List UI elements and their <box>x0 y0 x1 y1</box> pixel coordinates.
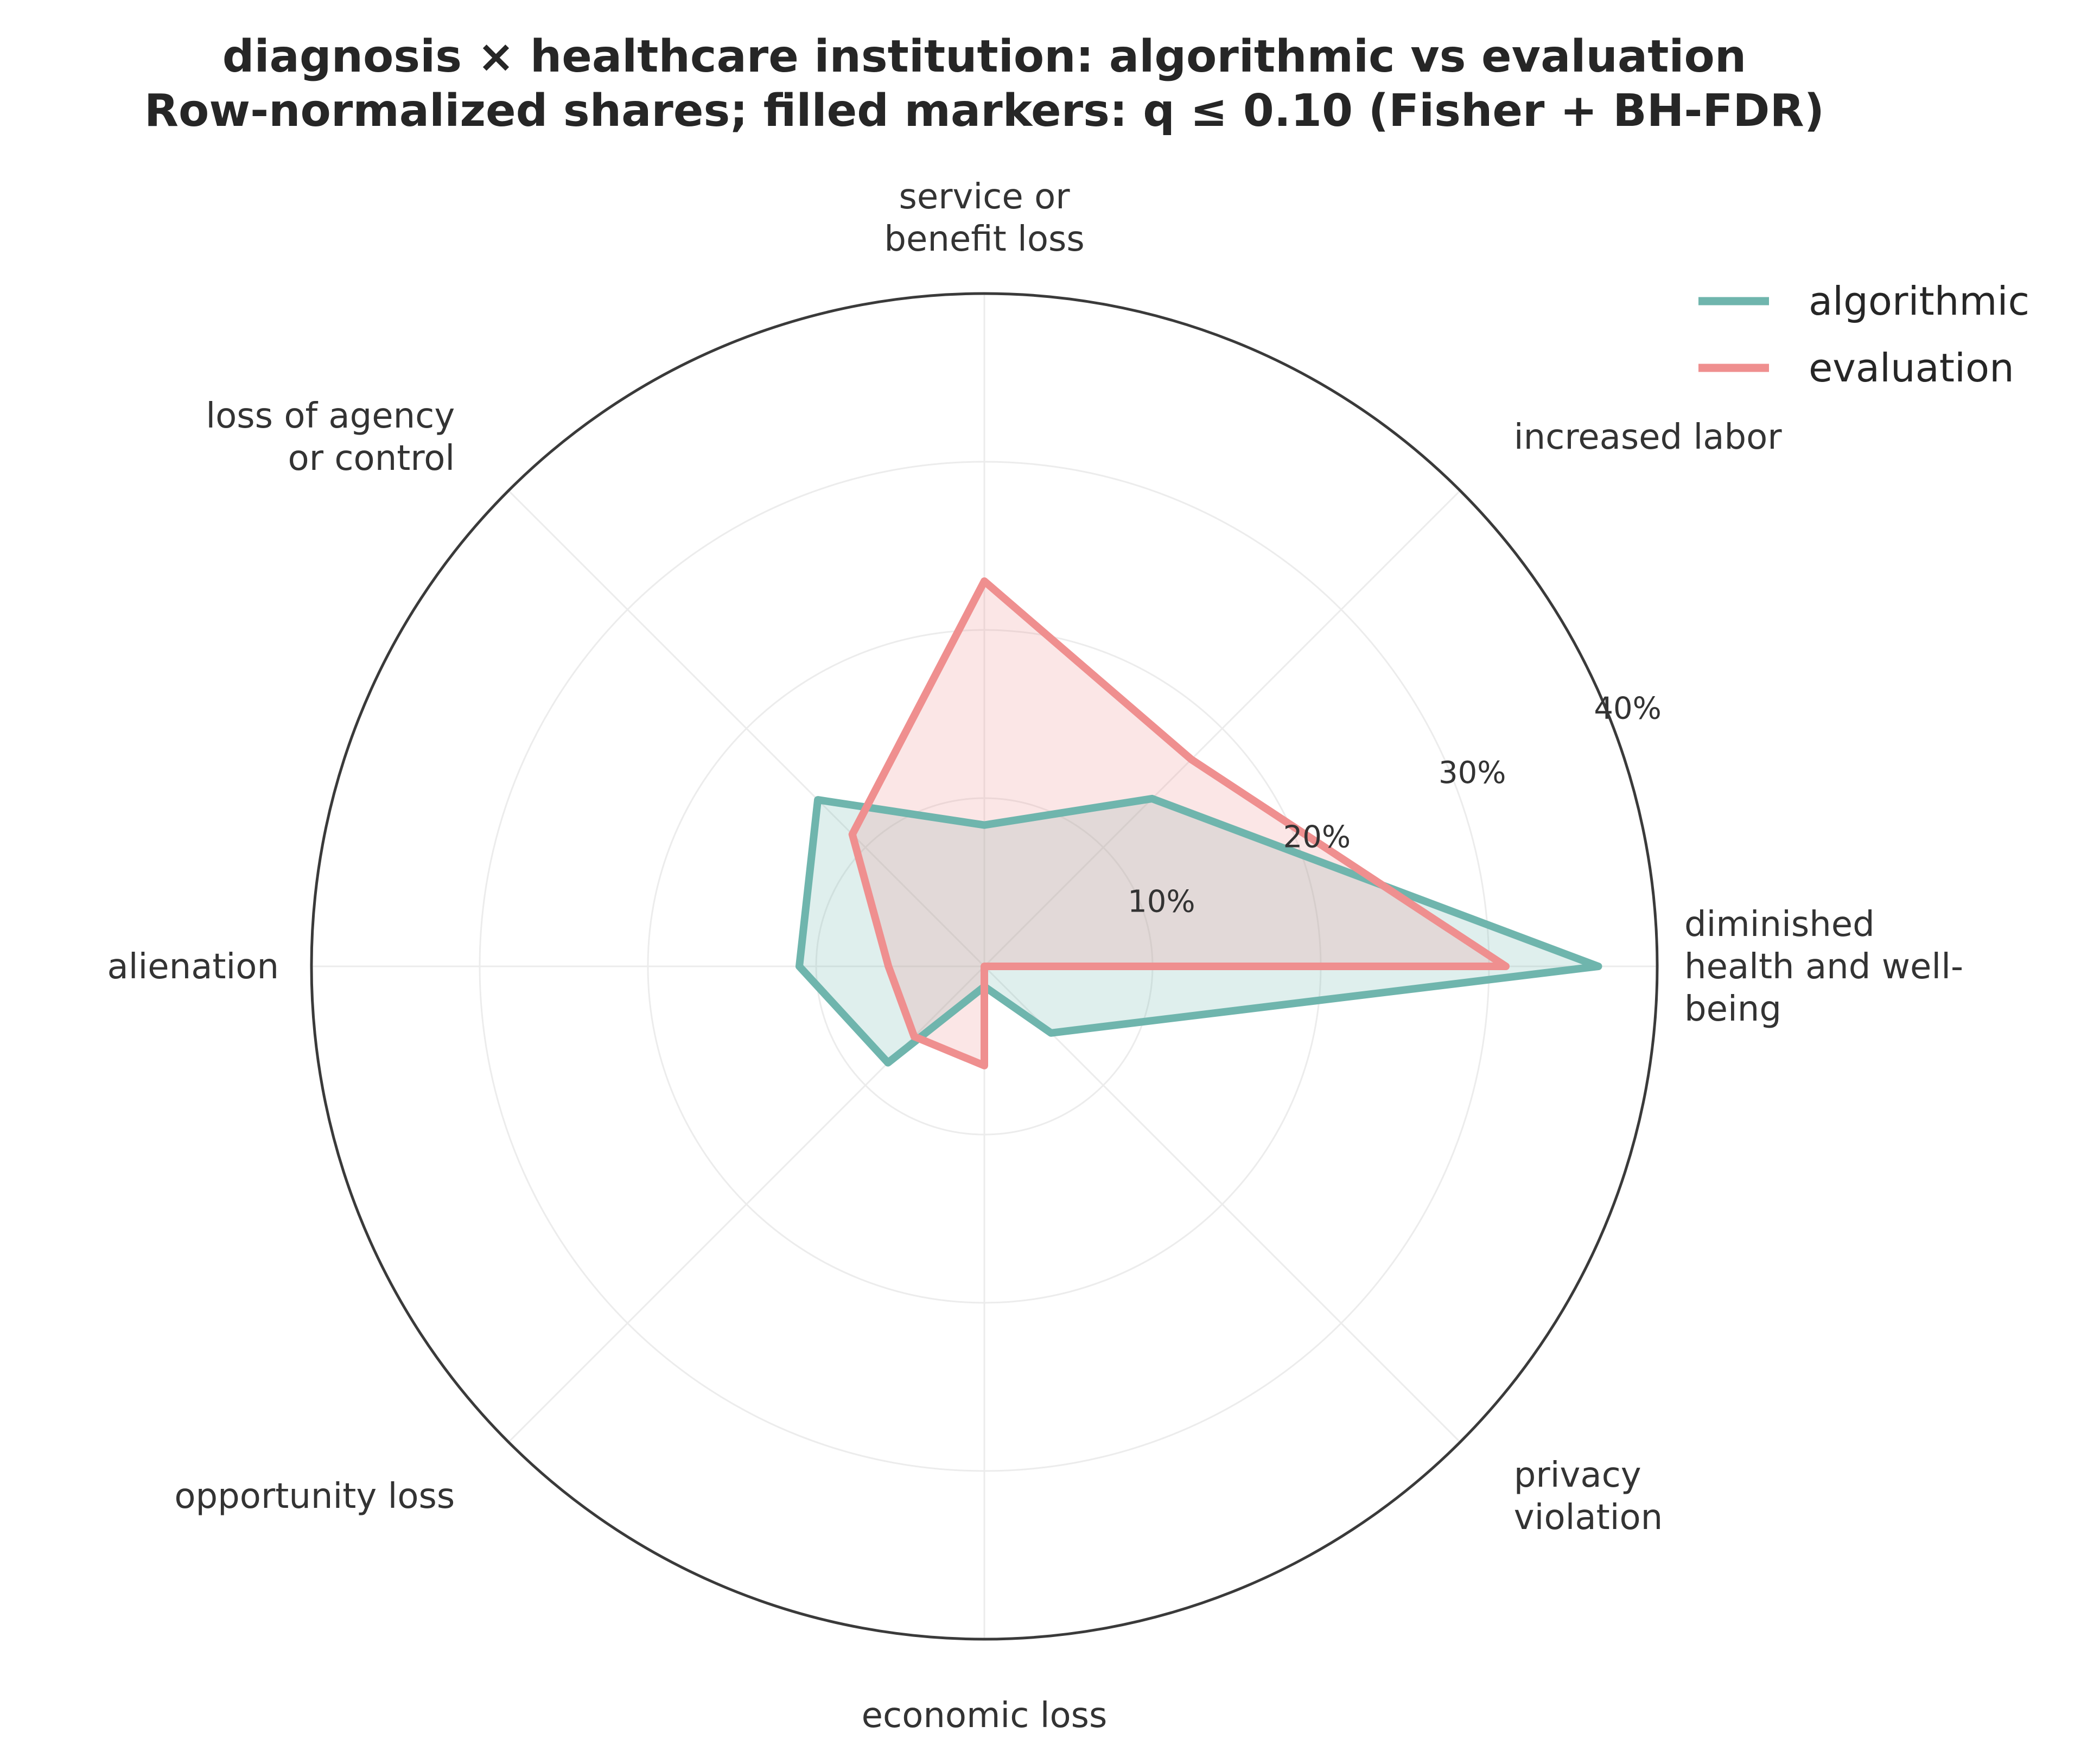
series-line-algorithmic <box>796 794 1602 1067</box>
series-line-evaluation <box>848 577 1510 1069</box>
chart-title-line-1: diagnosis × healthcare institution: algo… <box>222 31 1747 82</box>
outer-frame-circle <box>310 292 1659 1641</box>
legend-label-algorithmic: algorithmic <box>1809 278 2029 324</box>
category-labels: diminished health and well-being increased… <box>107 177 1963 1736</box>
category-label-service-or-benefit-loss: service or benefit loss <box>884 177 1084 259</box>
polar-grid <box>310 292 1659 1641</box>
category-label-loss-of-agency-or-control: loss of agency or control <box>206 396 455 479</box>
category-label-diminished-health-and-well-being: diminished health and well-being <box>1684 904 1963 1029</box>
radial-tick-labels: 10% 20% 30% 40% <box>1128 691 1662 919</box>
series-area-evaluation <box>852 581 1506 1066</box>
legend-label-evaluation: evaluation <box>1809 345 2014 391</box>
spoke-increased-labor <box>983 490 1461 967</box>
category-label-alienation: alienation <box>107 947 279 987</box>
spoke-loss-of-agency-or-control <box>508 490 985 967</box>
tick-label-10: 10% <box>1128 884 1195 919</box>
category-label-opportunity-loss: opportunity loss <box>174 1476 455 1517</box>
category-label-increased-labor: increased labor <box>1514 417 1783 457</box>
series-group <box>796 577 1602 1069</box>
tick-label-40: 40% <box>1594 691 1661 726</box>
category-label-privacy-violation: privacy violation <box>1514 1455 1663 1538</box>
chart-title-line-2: Row-normalized shares; filled markers: q… <box>144 85 1824 137</box>
legend: algorithmic evaluation <box>1698 278 2029 391</box>
tick-label-20: 20% <box>1283 820 1351 855</box>
category-label-economic-loss: economic loss <box>862 1696 1108 1736</box>
tick-label-30: 30% <box>1439 755 1506 791</box>
spoke-privacy-violation <box>983 965 1461 1443</box>
